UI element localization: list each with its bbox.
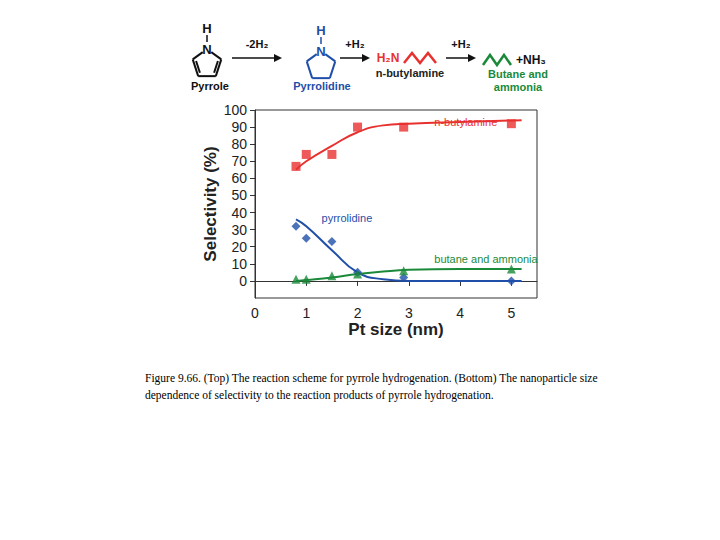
svg-text:3: 3	[405, 305, 413, 321]
svg-text:+H₂: +H₂	[451, 38, 470, 50]
svg-text:+H₂: +H₂	[345, 38, 364, 50]
svg-text:10: 10	[231, 256, 247, 272]
svg-text:5: 5	[507, 305, 515, 321]
svg-text:30: 30	[231, 222, 247, 238]
svg-text:-2H₂: -2H₂	[246, 38, 269, 50]
svg-text:20: 20	[231, 239, 247, 255]
html-text:Figure 9.66. (Top) The reactio: Figure 9.66. (Top) The reaction scheme f…	[145, 372, 598, 384]
svg-text:Pt size (nm): Pt size (nm)	[348, 320, 443, 339]
svg-text:butane and ammonia: butane and ammonia	[434, 253, 538, 265]
svg-text:N: N	[202, 42, 211, 57]
svg-text:N: N	[316, 44, 325, 59]
svg-text:80: 80	[231, 136, 247, 152]
svg-text:50: 50	[231, 187, 247, 203]
svg-text:Pyrrolidine: Pyrrolidine	[293, 80, 350, 92]
html-text:dependence of selectivity to t: dependence of selectivity to the reactio…	[145, 389, 494, 401]
svg-text:100: 100	[224, 102, 248, 118]
svg-text:pyrrolidine: pyrrolidine	[322, 212, 373, 224]
svg-text:n-butylamine: n-butylamine	[376, 67, 444, 79]
svg-text:Selectivity (%): Selectivity (%)	[201, 146, 220, 261]
svg-text:H: H	[316, 23, 325, 38]
svg-text:0: 0	[239, 273, 247, 289]
svg-text:+NH₃: +NH₃	[516, 53, 546, 67]
svg-text:1: 1	[302, 305, 310, 321]
svg-text:H: H	[202, 21, 211, 36]
svg-text:4: 4	[456, 305, 464, 321]
svg-text:Butane and: Butane and	[488, 68, 548, 80]
svg-text:2: 2	[354, 305, 362, 321]
svg-text:Pyrrole: Pyrrole	[191, 80, 229, 92]
svg-text:0: 0	[251, 305, 259, 321]
svg-text:70: 70	[231, 153, 247, 169]
svg-text:H₂N: H₂N	[377, 51, 400, 65]
svg-text:60: 60	[231, 170, 247, 186]
svg-text:ammonia: ammonia	[494, 81, 543, 93]
svg-text:90: 90	[231, 119, 247, 135]
svg-text:40: 40	[231, 205, 247, 221]
svg-text:n-butylamine: n-butylamine	[434, 116, 497, 128]
